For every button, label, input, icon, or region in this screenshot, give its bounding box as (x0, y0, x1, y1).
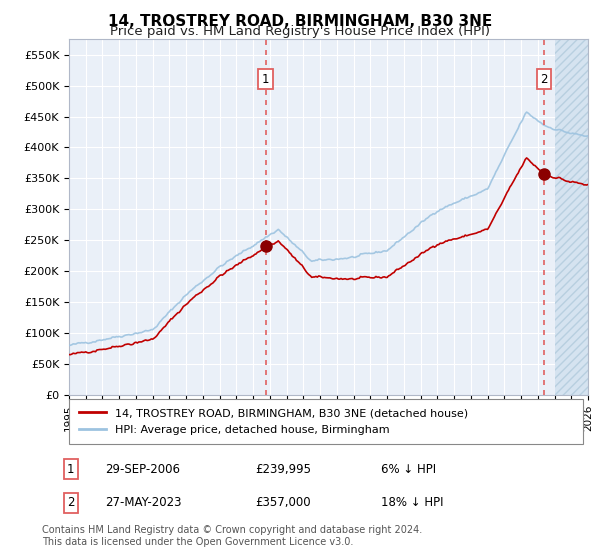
Text: 2: 2 (541, 73, 548, 86)
Text: 29-SEP-2006: 29-SEP-2006 (105, 463, 180, 476)
Text: Price paid vs. HM Land Registry's House Price Index (HPI): Price paid vs. HM Land Registry's House … (110, 25, 490, 38)
Text: £239,995: £239,995 (255, 463, 311, 476)
Text: 6% ↓ HPI: 6% ↓ HPI (381, 463, 436, 476)
Text: Contains HM Land Registry data © Crown copyright and database right 2024.
This d: Contains HM Land Registry data © Crown c… (42, 525, 422, 547)
Text: 1: 1 (262, 73, 269, 86)
Text: 14, TROSTREY ROAD, BIRMINGHAM, B30 3NE: 14, TROSTREY ROAD, BIRMINGHAM, B30 3NE (108, 14, 492, 29)
Text: 1: 1 (67, 463, 74, 476)
Text: 2: 2 (67, 496, 74, 510)
Text: 18% ↓ HPI: 18% ↓ HPI (381, 496, 443, 510)
Legend: 14, TROSTREY ROAD, BIRMINGHAM, B30 3NE (detached house), HPI: Average price, det: 14, TROSTREY ROAD, BIRMINGHAM, B30 3NE (… (74, 403, 473, 440)
Text: £357,000: £357,000 (255, 496, 311, 510)
FancyBboxPatch shape (69, 399, 583, 444)
Bar (554, 39, 588, 395)
Text: 27-MAY-2023: 27-MAY-2023 (105, 496, 182, 510)
